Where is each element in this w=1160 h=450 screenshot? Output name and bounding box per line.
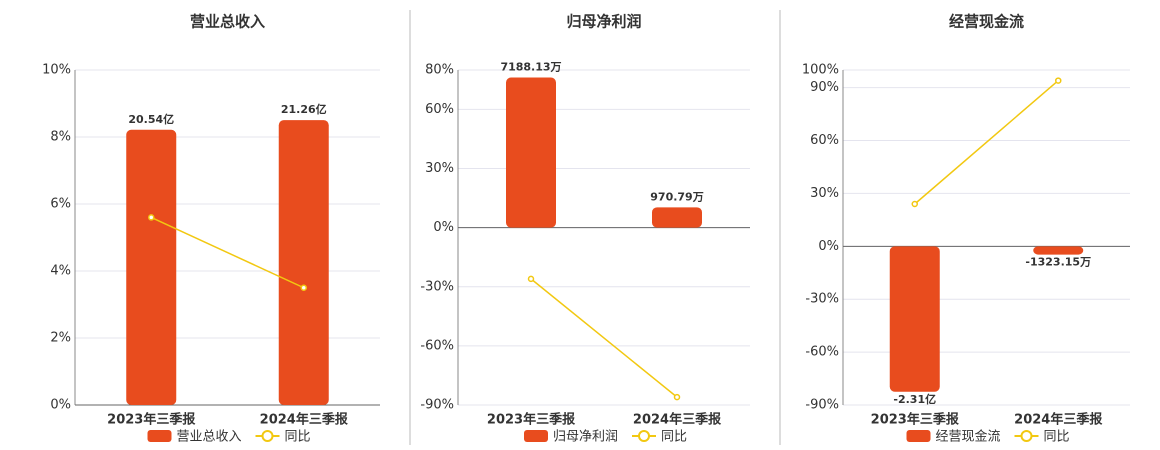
bar bbox=[278, 120, 329, 405]
x-tick-label: 2024年三季报 bbox=[1014, 412, 1103, 428]
legend-swatch bbox=[906, 430, 931, 442]
legend-label: 归母净利润 bbox=[553, 430, 618, 445]
y-tick-label: 8% bbox=[50, 130, 71, 145]
legend-marker bbox=[1020, 430, 1033, 442]
y-tick-label: 100% bbox=[802, 63, 839, 78]
legend-marker bbox=[261, 430, 274, 442]
line bbox=[150, 216, 305, 289]
chart-title: 归母净利润 bbox=[566, 13, 641, 31]
y-tick-label: -30% bbox=[420, 279, 454, 294]
value-label: 970.79万 bbox=[650, 190, 703, 203]
x-tick-label: 2023年三季报 bbox=[107, 412, 196, 428]
y-tick-label: 2% bbox=[50, 331, 71, 346]
value-label: 20.54亿 bbox=[128, 112, 174, 126]
legend-label: 同比 bbox=[661, 430, 687, 445]
y-tick-label: -60% bbox=[420, 338, 454, 353]
y-tick-label: 10% bbox=[42, 63, 71, 78]
point bbox=[911, 200, 918, 208]
chart-title: 经营现金流 bbox=[949, 13, 1024, 31]
bar bbox=[889, 246, 940, 392]
legend-marker bbox=[638, 430, 650, 442]
point bbox=[673, 393, 681, 401]
point bbox=[148, 214, 155, 221]
y-tick-label: 4% bbox=[50, 264, 71, 279]
value-label: -1323.15万 bbox=[1025, 256, 1091, 269]
value-label: 21.26亿 bbox=[281, 102, 327, 116]
point bbox=[300, 284, 307, 291]
line bbox=[914, 80, 1059, 205]
y-tick-label: -30% bbox=[805, 292, 839, 307]
x-tick-label: 2024年三季报 bbox=[633, 412, 722, 428]
legend-label: 营业总收入 bbox=[177, 430, 242, 445]
legend-swatch bbox=[524, 430, 548, 442]
y-tick-label: 30% bbox=[810, 186, 839, 201]
y-tick-label: 90% bbox=[810, 80, 839, 95]
legend-label: 同比 bbox=[1044, 430, 1070, 445]
legend-label: 同比 bbox=[285, 430, 311, 445]
x-tick-label: 2023年三季报 bbox=[871, 412, 960, 428]
point bbox=[527, 275, 535, 283]
y-tick-label: 0% bbox=[433, 220, 454, 235]
line bbox=[530, 278, 678, 398]
bar bbox=[506, 77, 556, 228]
bar bbox=[652, 207, 702, 228]
y-tick-label: -90% bbox=[420, 398, 454, 413]
legend-swatch bbox=[147, 430, 172, 442]
value-label: -2.31亿 bbox=[893, 392, 936, 406]
y-tick-label: 60% bbox=[810, 133, 839, 148]
chart-title: 营业总收入 bbox=[190, 13, 265, 31]
y-tick-label: -60% bbox=[805, 345, 839, 360]
y-tick-label: -90% bbox=[805, 398, 839, 413]
value-label: 7188.13万 bbox=[500, 61, 561, 74]
y-tick-label: 80% bbox=[425, 63, 454, 78]
y-tick-label: 60% bbox=[425, 102, 454, 117]
point bbox=[1055, 77, 1062, 84]
bar bbox=[126, 129, 177, 405]
y-tick-label: 30% bbox=[425, 161, 454, 176]
y-tick-label: 0% bbox=[818, 239, 839, 254]
bar bbox=[1033, 246, 1084, 255]
x-tick-label: 2023年三季报 bbox=[487, 412, 576, 428]
y-tick-label: 0% bbox=[50, 398, 71, 413]
legend-label: 经营现金流 bbox=[936, 429, 1001, 445]
x-tick-label: 2024年三季报 bbox=[260, 412, 349, 428]
y-tick-label: 6% bbox=[50, 197, 71, 212]
